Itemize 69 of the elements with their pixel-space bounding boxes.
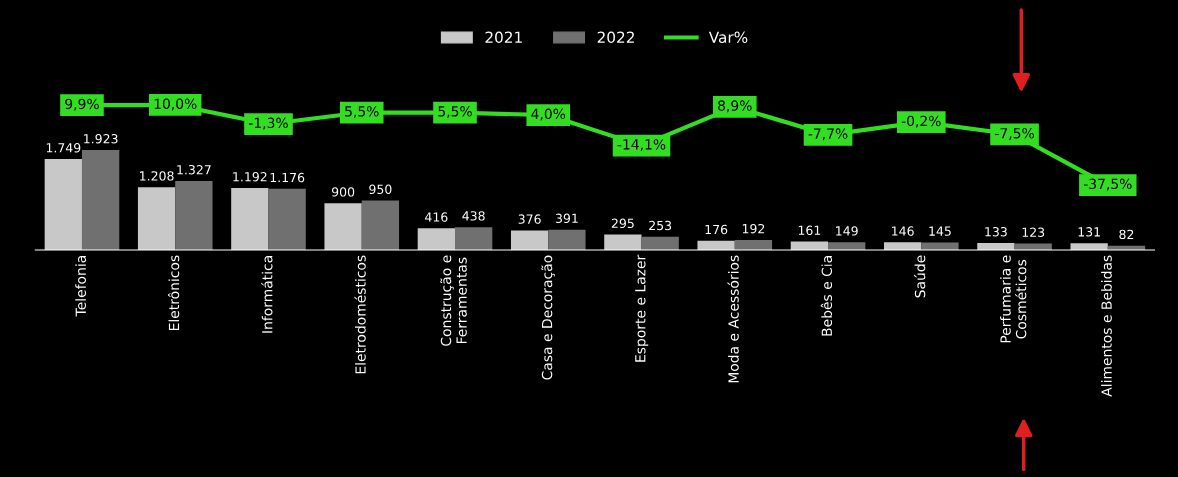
x-tick-label: Casa e Decoração [541, 255, 555, 380]
bar [455, 227, 493, 250]
data-label: -1,3% [249, 117, 288, 130]
data-label: 391 [555, 213, 578, 224]
data-label: 900 [331, 187, 355, 197]
bar [361, 200, 400, 250]
x-tick-label: Bebês e Cia [820, 256, 833, 336]
bar [734, 239, 773, 250]
bar [81, 150, 120, 250]
data-label: 133 [985, 227, 1007, 237]
legend-label: Var% [708, 31, 748, 44]
data-label: 1.208 [140, 171, 174, 181]
data-label: 9,9% [65, 98, 99, 111]
data-label: 131 [1078, 227, 1100, 237]
data-label: 161 [798, 225, 821, 235]
data-label: 295 [611, 218, 634, 229]
x-tick-label: Perfumaria e Cosméticos [1000, 255, 1027, 343]
data-label: 10,0% [154, 98, 197, 111]
data-label: 253 [649, 220, 672, 231]
bar [137, 187, 176, 250]
data-label: -0,2% [901, 115, 941, 128]
data-label: 145 [929, 226, 951, 236]
bar [641, 236, 679, 250]
data-label: 176 [705, 224, 728, 235]
data-label: -7,7% [808, 128, 848, 141]
x-tick-label: Telefonia [75, 256, 86, 317]
data-label: 438 [462, 211, 485, 221]
bar [828, 242, 866, 250]
data-label: 1.749 [46, 143, 81, 153]
bar [510, 230, 549, 250]
data-label: 376 [518, 214, 541, 224]
data-label: 149 [836, 226, 858, 236]
bar [175, 181, 213, 250]
legend-label: 2021 [485, 31, 522, 44]
x-tick-label: Esporte e Lazer [635, 254, 649, 362]
bar [324, 203, 362, 250]
x-tick-label: Construção e Ferramentas [440, 255, 467, 346]
data-label: 4,0% [531, 108, 566, 121]
data-label: 950 [369, 184, 392, 195]
data-label: 123 [1022, 227, 1045, 237]
data-label: 416 [425, 212, 448, 222]
bar [883, 242, 922, 250]
data-label: 5,5% [345, 106, 379, 118]
x-tick-label: Saúde [914, 255, 926, 298]
bar [548, 229, 586, 250]
bar [417, 228, 455, 250]
data-label: 1.192 [233, 171, 267, 182]
data-label: 5,5% [438, 106, 472, 118]
x-tick-label: Eletrônicos [167, 255, 180, 330]
bar [231, 188, 269, 250]
data-label: 1.327 [177, 164, 211, 175]
legend-label: 2022 [597, 31, 634, 44]
x-tick-label: Informática [261, 256, 273, 333]
x-tick-label: Eletrodomésticos [354, 255, 366, 374]
x-tick-label: Moda e Acessórios [727, 255, 739, 383]
data-label: 192 [742, 223, 765, 234]
bar [44, 159, 82, 250]
data-label: 1.176 [270, 172, 305, 183]
bar [268, 188, 306, 250]
bar [604, 234, 642, 250]
data-label: 82 [1119, 229, 1134, 240]
data-label: -14,1% [617, 139, 666, 152]
data-label: 8,9% [718, 100, 752, 113]
data-label: -7,5% [995, 128, 1034, 140]
x-tick-label: Alimentos e Bebidas [1101, 255, 1112, 397]
data-label: -37,5% [1083, 178, 1132, 191]
data-label: 1.923 [84, 134, 118, 144]
bar [921, 242, 959, 250]
data-label: 146 [892, 226, 914, 236]
